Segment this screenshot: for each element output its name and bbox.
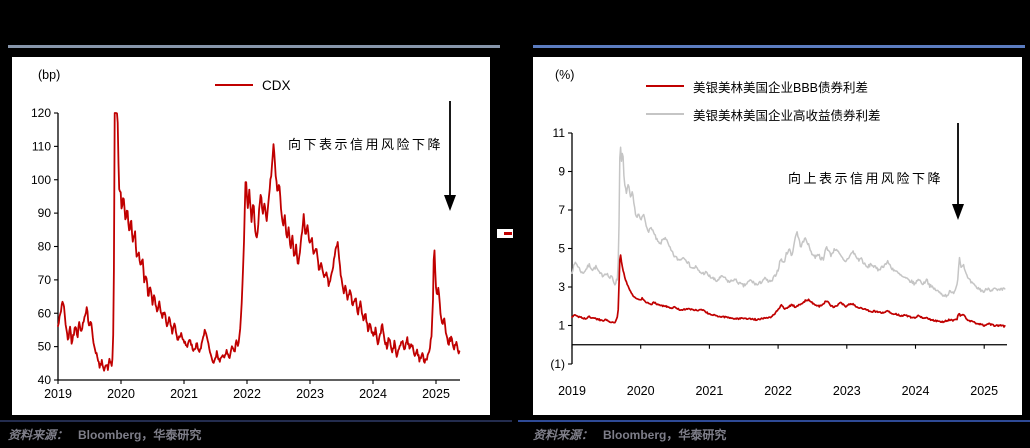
right-figure-bottom-rule	[518, 420, 1030, 422]
right-figure-top-rule	[533, 45, 1025, 48]
svg-text:90: 90	[38, 206, 52, 220]
svg-text:100: 100	[31, 173, 51, 187]
spread-line-chart: (1) 1 3 5 7 9 11 2019 2020 2021 2022 2023 2024 2025	[550, 126, 1007, 398]
source-body: Bloomberg，华泰研究	[603, 428, 727, 442]
svg-text:1: 1	[558, 319, 565, 333]
svg-text:110: 110	[32, 139, 51, 153]
svg-text:2022: 2022	[764, 384, 792, 398]
svg-text:2020: 2020	[627, 384, 655, 398]
svg-text:50: 50	[38, 340, 52, 354]
legend-item-cdx: CDX	[215, 71, 291, 99]
cdx-line-swatch	[215, 84, 253, 86]
svg-text:60: 60	[38, 306, 52, 320]
svg-text:9: 9	[558, 165, 565, 179]
down-arrow-icon	[952, 123, 964, 220]
svg-text:2025: 2025	[970, 384, 998, 398]
bbb-line-swatch	[646, 85, 684, 87]
credit-risk-down-note: 向下表示信用风险下降	[288, 137, 444, 152]
selection-marker	[497, 229, 513, 238]
svg-text:2022: 2022	[233, 387, 261, 401]
cdx-legend-label: CDX	[262, 77, 291, 93]
svg-text:80: 80	[38, 240, 52, 254]
credit-risk-up-note: 向上表示信用风险下降	[788, 171, 944, 186]
red-dash-icon	[504, 232, 512, 235]
left-source-line: 资料来源： Bloomberg，华泰研究	[8, 426, 201, 443]
svg-text:2021: 2021	[695, 384, 723, 398]
svg-text:11: 11	[553, 126, 566, 140]
left-figure-top-rule	[8, 45, 500, 48]
high-yield-legend-label: 美银美林美国企业高收益债券利差	[693, 108, 881, 123]
cdx-line-chart: 40 50 60 70 80 90 100 110 120 2019 2020 2021 2022 202…	[31, 106, 461, 401]
legend-item-bbb: 美银美林美国企业BBB债券利差	[646, 72, 881, 100]
y-axis-unit-label: (%)	[555, 68, 575, 82]
svg-text:2020: 2020	[107, 387, 135, 401]
svg-text:2023: 2023	[296, 387, 324, 401]
y-axis-unit-label: (bp)	[38, 68, 61, 82]
source-prefix: 资料来源：	[533, 428, 594, 442]
source-prefix: 资料来源：	[8, 428, 69, 442]
svg-text:2024: 2024	[359, 387, 387, 401]
svg-text:(1): (1)	[550, 357, 565, 371]
source-body: Bloomberg，华泰研究	[78, 428, 202, 442]
svg-text:7: 7	[558, 203, 565, 217]
high-yield-line-swatch	[646, 113, 684, 115]
spread-legend: 美银美林美国企业BBB债券利差 美银美林美国企业高收益债券利差	[646, 72, 881, 128]
svg-text:2019: 2019	[44, 387, 72, 401]
svg-text:120: 120	[31, 106, 51, 120]
svg-text:70: 70	[38, 273, 52, 287]
left-figure-bottom-rule	[0, 420, 512, 422]
svg-text:2021: 2021	[170, 387, 198, 401]
right-source-line: 资料来源： Bloomberg，华泰研究	[533, 426, 726, 443]
cdx-legend: CDX	[215, 71, 291, 99]
svg-text:5: 5	[558, 242, 565, 256]
legend-item-high-yield: 美银美林美国企业高收益债券利差	[646, 100, 881, 128]
svg-text:2019: 2019	[558, 384, 586, 398]
svg-text:3: 3	[558, 280, 565, 294]
spread-chart-card: (%) 美银美林美国企业BBB债券利差 美银美林美国企业高收益债券利差 (1) 1…	[533, 57, 1022, 415]
cdx-chart-card: (bp) CDX 40 50 60 70 80 90 100 110 120 2019 2020 20…	[12, 57, 490, 415]
bbb-legend-label: 美银美林美国企业BBB债券利差	[693, 80, 869, 95]
svg-text:2023: 2023	[833, 384, 861, 398]
svg-text:2025: 2025	[422, 387, 450, 401]
svg-text:2024: 2024	[902, 384, 930, 398]
svg-text:40: 40	[38, 373, 52, 387]
down-arrow-icon	[444, 101, 456, 211]
